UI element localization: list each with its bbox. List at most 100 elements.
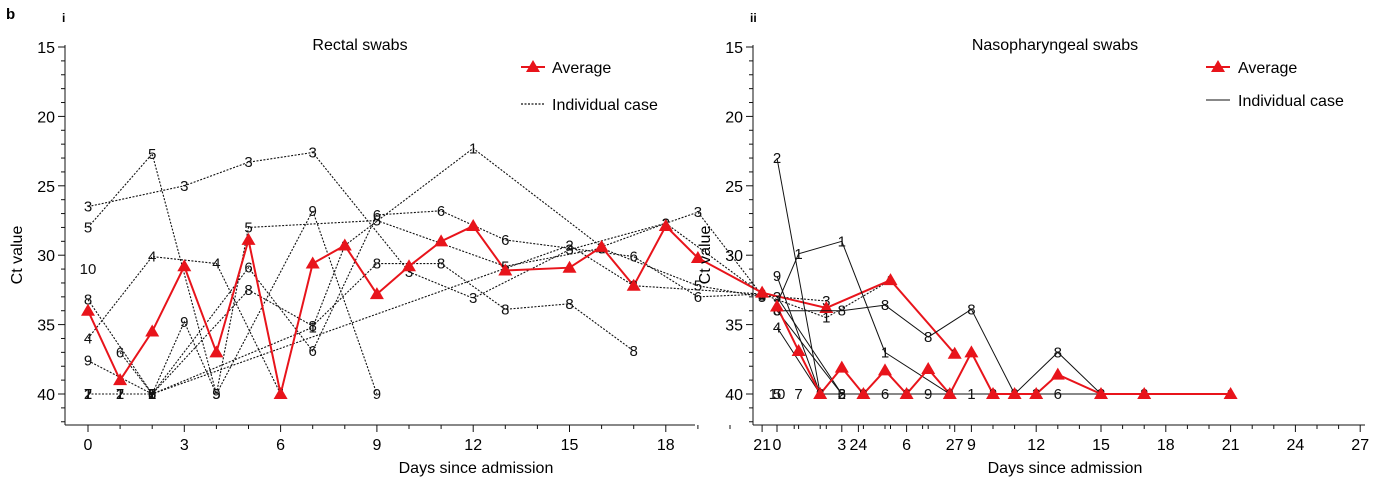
average-point <box>177 259 192 272</box>
case-label-8: 8 <box>373 256 381 273</box>
average-point <box>834 360 849 373</box>
panel-letter: b <box>6 6 15 23</box>
case-label-3: 3 <box>565 242 573 259</box>
case-label-3: 3 <box>309 144 317 161</box>
x-axis-label: Days since admission <box>988 460 1143 477</box>
case-label-1: 1 <box>148 386 156 403</box>
panel-sub-label: i <box>62 11 65 25</box>
case-label-8: 8 <box>967 301 975 318</box>
case-label-6: 6 <box>501 232 509 249</box>
average-point <box>856 387 871 399</box>
average-point <box>369 287 384 300</box>
case-label-7: 7 <box>84 386 92 403</box>
average-point <box>209 345 224 358</box>
average-point <box>899 387 914 399</box>
case-label-9: 9 <box>773 268 781 285</box>
average-point <box>947 346 962 359</box>
average-point <box>658 219 673 232</box>
average-point <box>337 238 352 251</box>
x-axis-label: Days since admission <box>399 460 554 477</box>
x-tick-label: 18 <box>657 437 675 454</box>
y-axis-label: Ct value <box>697 226 714 285</box>
case-label-4: 4 <box>212 256 220 273</box>
average-point <box>878 363 892 376</box>
case-label-1: 1 <box>967 386 975 403</box>
case-label-6: 6 <box>437 203 445 220</box>
y-axis-label: Ct value <box>9 226 26 285</box>
x-tick-label: 24 <box>1287 437 1305 454</box>
case-label-4: 4 <box>148 249 156 266</box>
case-label-6: 6 <box>881 386 889 403</box>
y-tick-label: 30 <box>37 248 55 265</box>
case-line-3 <box>776 296 1037 395</box>
case-label-7: 7 <box>116 386 124 403</box>
average-point <box>1050 367 1065 380</box>
legend-average-label: Average <box>1238 60 1297 77</box>
case-label-8: 8 <box>565 296 573 313</box>
y-tick-label: 35 <box>725 318 743 335</box>
average-point <box>690 250 705 263</box>
legend: Average Individual case <box>521 60 658 114</box>
case-label-3: 3 <box>244 154 252 171</box>
average-point <box>1007 387 1022 399</box>
case-label-3: 3 <box>405 264 413 281</box>
case-label-6: 6 <box>148 386 156 403</box>
legend: Average Individual case <box>1206 60 1344 110</box>
case-label-8: 8 <box>148 386 156 403</box>
case-label-3: 3 <box>469 290 477 307</box>
case-label-4: 4 <box>773 319 781 336</box>
case-label-8: 8 <box>501 301 509 318</box>
average-point <box>1029 387 1044 399</box>
case-label-3: 3 <box>838 386 846 403</box>
average-point <box>402 259 416 272</box>
case-label-2: 2 <box>116 386 124 403</box>
case-label-8: 8 <box>437 256 445 273</box>
x-tick-label: 6 <box>276 437 285 454</box>
legend-average-label: Average <box>552 60 611 77</box>
case-line-5 <box>87 152 763 395</box>
y-tick-label: 30 <box>725 248 743 265</box>
x-tick-label: 21 <box>1222 437 1240 454</box>
average-point <box>921 362 936 375</box>
case-label-6: 6 <box>838 386 846 403</box>
case-label-5: 5 <box>773 386 781 403</box>
case-label-8: 8 <box>924 329 932 346</box>
x-tick-label: 3 <box>180 437 189 454</box>
average-point <box>883 273 898 286</box>
case-label-6: 6 <box>244 260 252 277</box>
case-label-8: 8 <box>309 318 317 335</box>
y-tick-label: 20 <box>37 109 55 126</box>
case-label-6: 6 <box>1054 386 1062 403</box>
average-point <box>466 219 481 232</box>
average-point <box>819 300 834 313</box>
average-point <box>1223 387 1238 399</box>
case-label-1: 1 <box>794 246 802 263</box>
case-label-2: 2 <box>773 150 781 167</box>
x-tick-label: 12 <box>1027 437 1045 454</box>
average-point <box>626 278 641 291</box>
case-label-8: 8 <box>881 297 889 314</box>
case-line-4 <box>776 327 821 395</box>
case-label-7: 7 <box>148 386 156 403</box>
case-label-3: 3 <box>180 178 188 195</box>
case-label-9: 9 <box>180 314 188 331</box>
average-point <box>241 232 256 245</box>
y-tick-label: 15 <box>37 40 55 57</box>
average-point <box>1094 387 1108 399</box>
case-label-6: 6 <box>116 344 124 361</box>
average-point <box>273 387 288 399</box>
chart-title: Nasopharyngeal swabs <box>972 37 1138 54</box>
case-label-8: 8 <box>1054 344 1062 361</box>
average-point <box>813 387 828 399</box>
case-label-8: 8 <box>630 343 638 360</box>
case-label-2: 2 <box>148 386 156 403</box>
y-tick-label: 25 <box>725 179 743 196</box>
average-point <box>770 299 784 312</box>
average-point <box>755 285 770 298</box>
x-tick-label: 27 <box>946 437 964 454</box>
case-label-1: 1 <box>469 140 477 157</box>
case-label-6: 6 <box>694 289 702 306</box>
average-point <box>964 345 979 358</box>
case-label-1: 1 <box>838 233 846 250</box>
legend-individual-label: Individual case <box>552 97 658 114</box>
